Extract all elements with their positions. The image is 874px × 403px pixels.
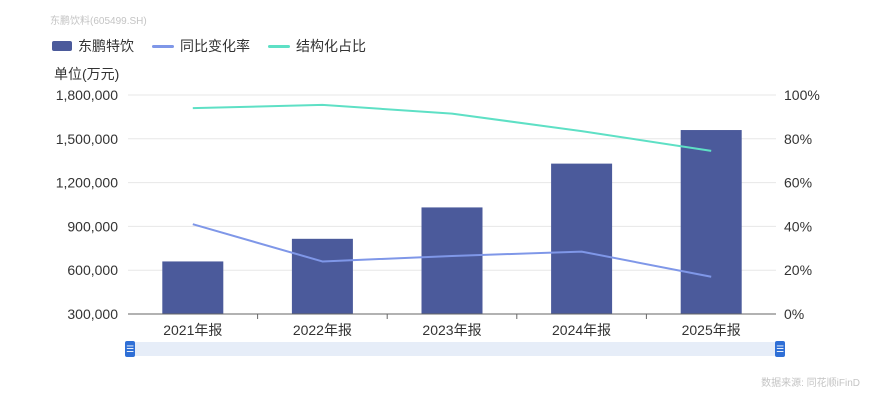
- chart-watermark: 东鹏饮料(605499.SH): [50, 16, 147, 27]
- legend-item-share[interactable]: 结构化占比: [268, 36, 366, 56]
- bar[interactable]: [421, 207, 483, 314]
- slider-left-handle[interactable]: ☰: [125, 341, 135, 357]
- x-tick-label: 2021年报: [163, 322, 222, 338]
- bar[interactable]: [162, 261, 224, 314]
- left-tick-label: 1,500,000: [56, 131, 118, 147]
- x-tick-label: 2025年报: [682, 322, 741, 338]
- left-axis-ticks: 300,000 600,000 900,000 1,200,000 1,500,000 1…: [56, 87, 119, 322]
- legend-label: 结构化占比: [296, 38, 366, 54]
- bar-series: [162, 130, 742, 314]
- y-axis-unit: 单位(万元): [54, 66, 120, 82]
- slider-right-handle[interactable]: ☰: [775, 341, 785, 357]
- right-tick-label: 80%: [784, 131, 812, 147]
- right-tick-label: 40%: [784, 218, 812, 234]
- left-tick-label: 1,200,000: [56, 175, 118, 191]
- bar[interactable]: [551, 163, 613, 314]
- right-tick-label: 100%: [784, 87, 820, 103]
- zoom-slider[interactable]: ☰ ☰: [125, 341, 785, 357]
- data-source-note: 数据来源: 同花顺iFinD: [761, 378, 860, 389]
- legend-item-yoy[interactable]: 同比变化率: [152, 36, 250, 56]
- legend-line-swatch-yoy: [152, 44, 174, 48]
- x-tick-label: 2022年报: [293, 322, 352, 338]
- line-series: [192, 103, 712, 278]
- line-series-1[interactable]: [192, 103, 712, 152]
- left-tick-label: 900,000: [67, 218, 118, 234]
- right-tick-label: 20%: [784, 262, 812, 278]
- legend-line-swatch-share: [268, 44, 290, 48]
- right-tick-label: 60%: [784, 175, 812, 191]
- right-tick-label: 0%: [784, 306, 804, 322]
- x-axis-ticks: 2021年报 2022年报 2023年报 2024年报 2025年报: [163, 314, 741, 338]
- legend-label: 东鹏特饮: [78, 38, 134, 54]
- left-tick-label: 300,000: [67, 306, 118, 322]
- left-tick-label: 1,800,000: [56, 87, 118, 103]
- x-tick-label: 2024年报: [552, 322, 611, 338]
- legend-bar-swatch: [52, 41, 72, 51]
- line-series-0[interactable]: [192, 223, 712, 278]
- left-tick-label: 600,000: [67, 262, 118, 278]
- right-axis-ticks: 0% 20% 40% 60% 80% 100%: [784, 87, 820, 322]
- bar[interactable]: [291, 238, 353, 314]
- x-tick-label: 2023年报: [422, 322, 481, 338]
- legend-item-bar[interactable]: 东鹏特饮: [52, 36, 134, 56]
- bar[interactable]: [680, 130, 742, 314]
- legend-label: 同比变化率: [180, 38, 250, 54]
- chart-legend: 东鹏特饮 同比变化率 结构化占比: [52, 36, 366, 56]
